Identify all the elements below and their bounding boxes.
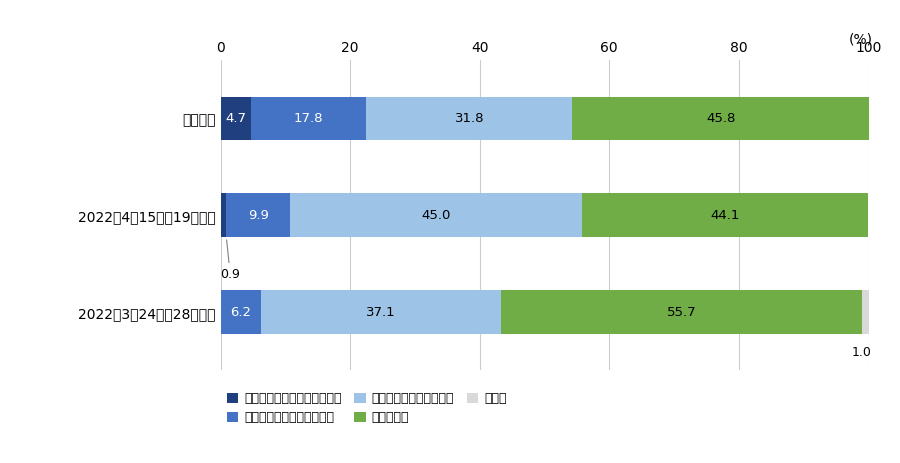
Text: 17.8: 17.8: [294, 112, 323, 125]
Text: 9.9: 9.9: [248, 209, 269, 222]
Text: 45.0: 45.0: [421, 209, 451, 222]
Bar: [582, 194, 868, 237]
Text: 4.7: 4.7: [225, 112, 247, 125]
Text: 37.1: 37.1: [366, 306, 396, 319]
Text: 55.7: 55.7: [667, 306, 697, 319]
Bar: [251, 97, 366, 140]
Bar: [226, 194, 291, 237]
Legend: 撤退済みもしくは撤退を決定, 全面的な事業（操業）停止, 一部事業（操業）の停止, 通常どおり, その他: 撤退済みもしくは撤退を決定, 全面的な事業（操業）停止, 一部事業（操業）の停止…: [227, 392, 507, 425]
Bar: [261, 290, 501, 334]
Bar: [501, 290, 862, 334]
Text: (%): (%): [849, 32, 873, 46]
Bar: [220, 97, 251, 140]
Text: 1.0: 1.0: [852, 346, 872, 359]
Bar: [572, 97, 869, 140]
Bar: [862, 290, 868, 334]
Text: 31.8: 31.8: [454, 112, 484, 125]
Bar: [220, 194, 226, 237]
Bar: [220, 290, 261, 334]
Text: 44.1: 44.1: [710, 209, 740, 222]
Bar: [366, 97, 572, 140]
Text: 45.8: 45.8: [706, 112, 735, 125]
Bar: [291, 194, 582, 237]
Text: 6.2: 6.2: [230, 306, 251, 319]
Text: 0.9: 0.9: [220, 240, 240, 281]
